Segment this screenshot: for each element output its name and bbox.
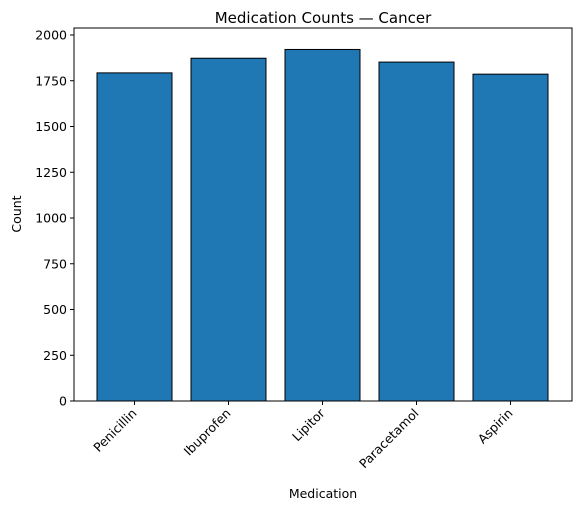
y-axis-label: Count <box>9 195 24 232</box>
bar-paracetamol <box>378 61 455 402</box>
bar-aspirin <box>472 73 549 402</box>
y-tick-label-1750: 1750 <box>35 73 67 88</box>
bar-penicillin <box>96 72 173 402</box>
bar-ibuprofen <box>190 57 267 402</box>
bars <box>96 48 549 402</box>
x-tick-label-aspirin: Aspirin <box>475 406 516 447</box>
y-axis: 0 250 500 750 1000 1250 1500 1750 2000 <box>35 28 74 409</box>
x-tick-label-paracetamol: Paracetamol <box>356 406 422 472</box>
x-axis-label: Medication <box>289 486 357 501</box>
chart-title: Medication Counts — Cancer <box>215 9 432 27</box>
y-tick-label-0: 0 <box>59 394 67 409</box>
y-tick-label-500: 500 <box>43 302 67 317</box>
x-tick-label-lipitor: Lipitor <box>289 405 328 444</box>
x-axis: Penicillin Ibuprofen Lipitor Paracetamol Asp… <box>90 401 516 472</box>
y-tick-label-1500: 1500 <box>35 119 67 134</box>
plot-frame <box>73 27 573 402</box>
x-tick-label-ibuprofen: Ibuprofen <box>181 406 234 459</box>
x-tick-label-penicillin: Penicillin <box>90 406 139 455</box>
y-tick-label-750: 750 <box>43 256 67 271</box>
y-tick-label-2000: 2000 <box>35 28 67 43</box>
y-tick-label-1250: 1250 <box>35 165 67 180</box>
y-tick-label-250: 250 <box>43 348 67 363</box>
bar-lipitor <box>284 48 361 402</box>
y-tick-label-1000: 1000 <box>35 211 67 226</box>
